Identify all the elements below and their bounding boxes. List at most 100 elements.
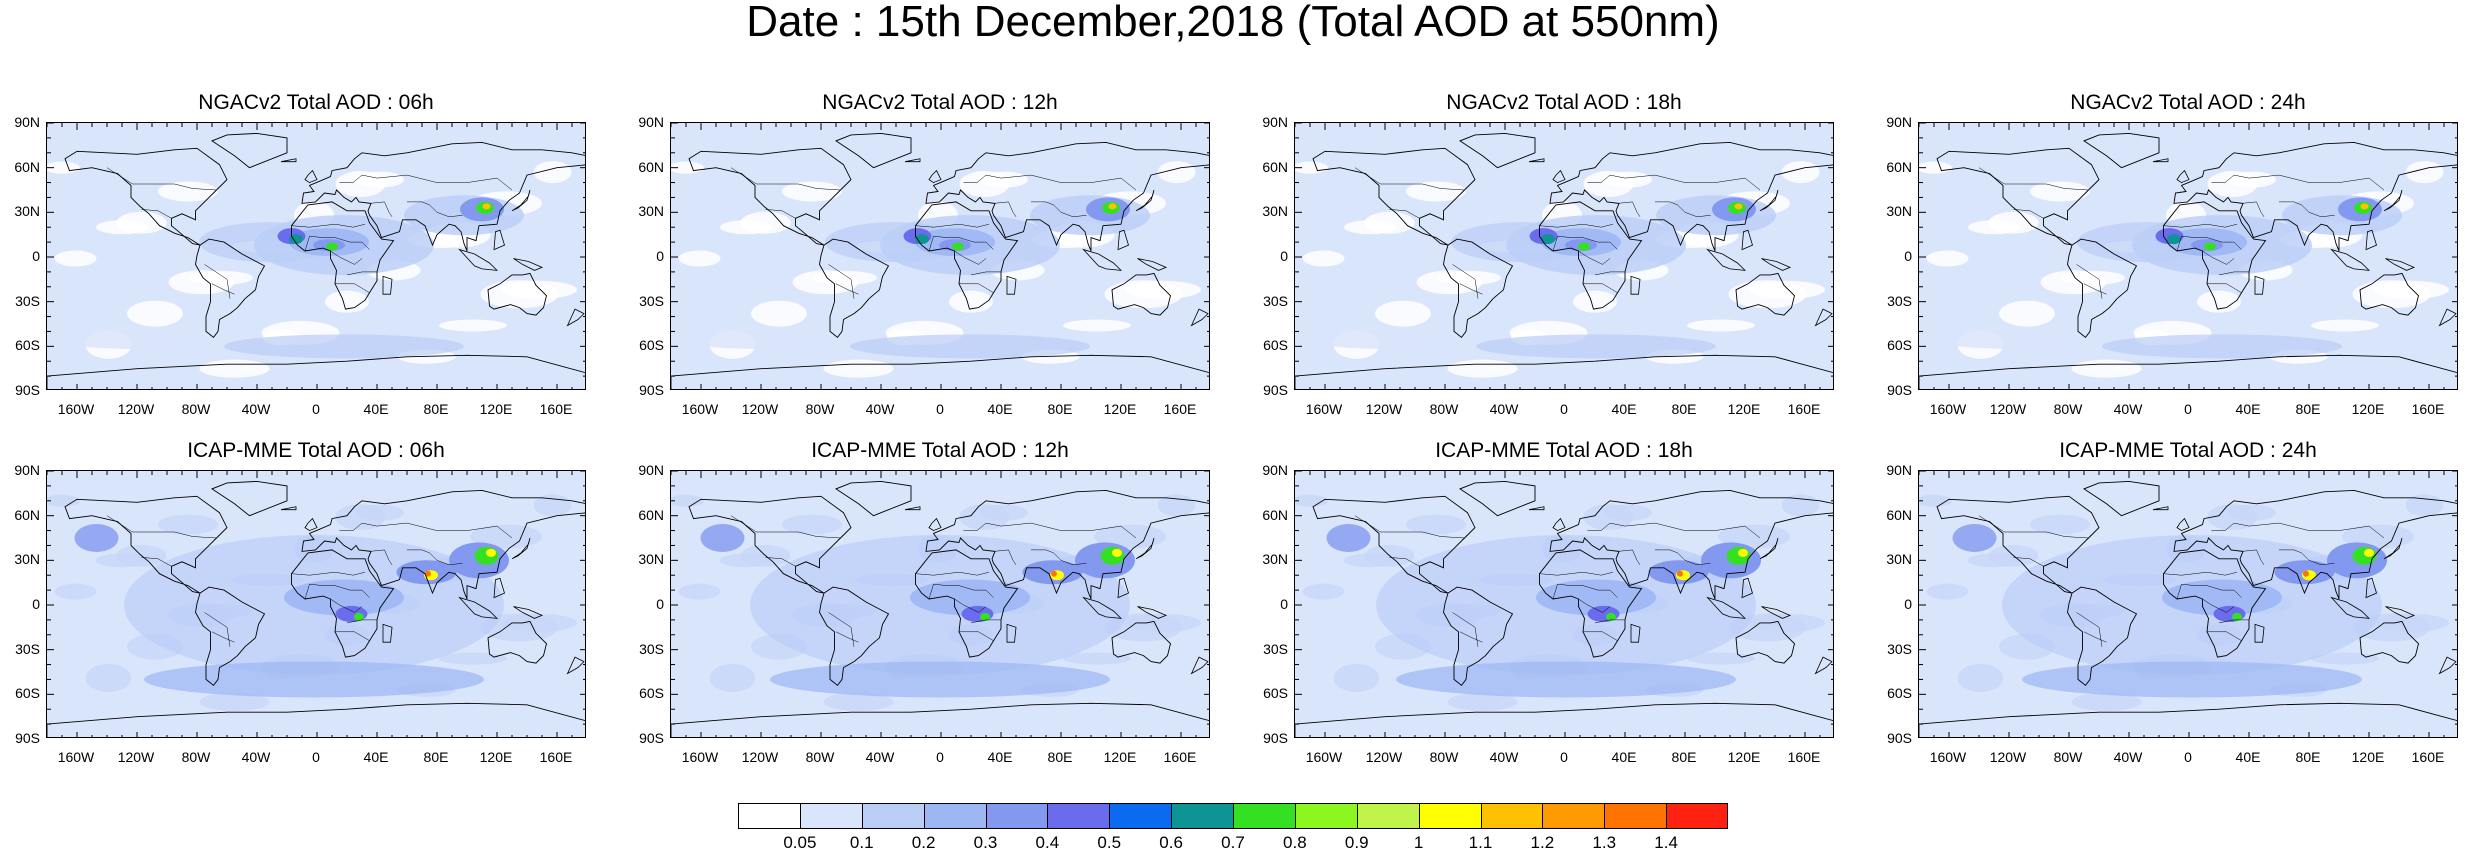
island-outline	[1190, 656, 1209, 675]
lat-label: 30N	[638, 551, 664, 568]
map-panel: ICAP-MME Total AOD : 18h 90N 60N 30N 0 30S 60S…	[1248, 348, 1834, 764]
country-border	[291, 571, 366, 576]
continent-outline	[211, 480, 288, 517]
country-border	[1655, 201, 1711, 218]
aod-patch	[1157, 161, 1196, 184]
country-border	[2279, 549, 2335, 566]
aod-patch	[1968, 220, 2020, 235]
aod-patch	[533, 161, 572, 184]
colorbar-swatch	[1480, 803, 1543, 829]
country-border	[730, 167, 841, 191]
lon-label: 160W	[1305, 749, 1343, 765]
country-border	[1587, 522, 1626, 531]
lat-label: 0	[1904, 248, 1912, 264]
aod-patch	[1919, 494, 1952, 507]
continent-outline	[1735, 272, 1795, 316]
island-outline	[511, 189, 531, 212]
aod-plume	[1396, 661, 1736, 698]
island-outline	[2176, 517, 2190, 532]
country-border	[304, 235, 370, 252]
map-panel: ICAP-MME Total AOD : 06h 90N 60N 30N 0 30S 60S…	[0, 348, 586, 764]
aod-patch	[335, 171, 386, 198]
aod-colorbar	[738, 803, 1728, 829]
world-map	[1918, 470, 2458, 738]
country-border	[2176, 235, 2242, 252]
country-border	[2202, 250, 2235, 265]
aod-plume	[2352, 546, 2377, 565]
continent-outline	[1936, 147, 2100, 246]
aod-plume	[1541, 234, 1555, 245]
lat-label: 30N	[1886, 203, 1912, 220]
colorbar-swatch	[1356, 803, 1419, 829]
aod-patch	[2311, 652, 2379, 665]
aod-patch	[335, 504, 386, 531]
lat-label: 0	[656, 596, 664, 612]
country-border	[2218, 619, 2249, 624]
lat-label: 60N	[638, 506, 664, 523]
country-border	[1624, 522, 1761, 539]
island-outline	[1135, 189, 1155, 212]
colorbar-label: 0.4	[1035, 833, 1060, 852]
aod-plume	[680, 328, 840, 349]
aod-plume	[2204, 242, 2216, 251]
continent-outline	[925, 489, 1209, 600]
island-outline	[382, 275, 393, 295]
aod-plume	[482, 203, 491, 210]
lon-label: 80E	[1671, 401, 1697, 417]
aod-patch	[671, 494, 704, 507]
lon-label: 120W	[117, 749, 155, 765]
lon-label: 80W	[181, 749, 211, 765]
island-outline	[2254, 275, 2265, 295]
lon-label: 120W	[1365, 749, 1403, 765]
island-outline	[493, 229, 505, 251]
lat-label: 60N	[1262, 158, 1288, 175]
country-border	[963, 522, 1002, 531]
island-outline	[493, 577, 505, 599]
aod-patch	[1063, 319, 1131, 332]
continent-outline	[671, 354, 1209, 389]
continent-outline	[1919, 354, 2457, 389]
country-border	[2013, 557, 2044, 567]
continent-outline	[1549, 489, 1833, 600]
island-outline	[1552, 517, 1566, 532]
aod-patch	[1416, 270, 1483, 295]
continent-outline	[1295, 702, 1833, 737]
aod-plume	[425, 570, 431, 577]
lat-label: 30S	[15, 292, 40, 309]
country-border	[835, 283, 859, 295]
aod-patch	[1447, 692, 1518, 711]
lat-label: 90N	[14, 462, 40, 478]
lat-label: 60N	[14, 158, 40, 175]
continent-outline	[688, 147, 852, 246]
aod-patch	[2352, 280, 2431, 309]
aod-patch	[959, 504, 1010, 531]
lon-label: 40W	[865, 401, 895, 417]
aod-patch	[678, 250, 721, 267]
aod-plume	[1306, 328, 1466, 349]
country-border	[828, 612, 855, 647]
continent-outline	[1295, 354, 1833, 389]
island-outline	[2383, 537, 2403, 560]
lon-label: 120E	[1727, 749, 1761, 765]
aod-plume	[1051, 570, 1057, 577]
lon-label: 40E	[2235, 401, 2261, 417]
aod-patch	[168, 270, 235, 295]
lat-label: 90S	[15, 382, 40, 398]
country-border	[304, 583, 370, 600]
lat-label: 30N	[1886, 551, 1912, 568]
island-outline	[566, 656, 585, 675]
colorbar-swatch	[1666, 803, 1728, 829]
aod-patch	[1781, 161, 1820, 184]
continent-outline	[2067, 586, 2138, 687]
aod-patch	[1302, 583, 1345, 600]
country-border	[106, 167, 217, 191]
lon-label: 40W	[1489, 749, 1519, 765]
aod-patch	[2030, 181, 2090, 202]
country-border	[1587, 174, 1626, 183]
country-border	[730, 515, 841, 539]
aod-patch	[709, 663, 756, 692]
country-border	[204, 612, 231, 647]
colorbar-label: 1.1	[1468, 833, 1493, 852]
island-outline	[513, 258, 544, 271]
lat-label: 30N	[14, 203, 40, 220]
